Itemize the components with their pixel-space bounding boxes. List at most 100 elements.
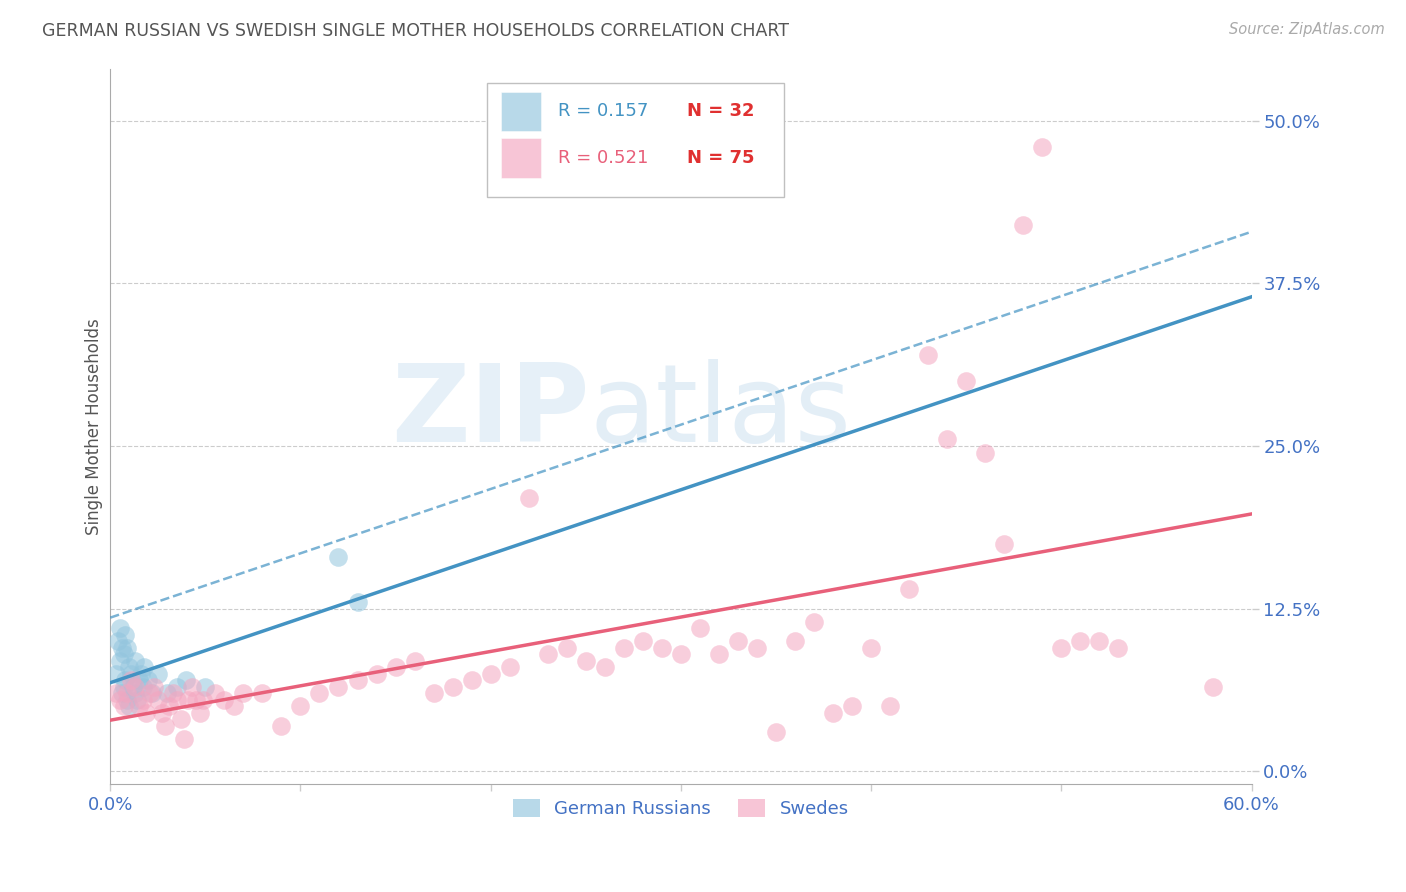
Point <box>104 686 127 700</box>
Point <box>537 647 560 661</box>
Point <box>135 706 157 720</box>
Point <box>139 686 162 700</box>
Point <box>479 666 502 681</box>
Point <box>117 693 139 707</box>
Y-axis label: Single Mother Households: Single Mother Households <box>86 318 103 535</box>
Point <box>124 680 146 694</box>
Point <box>124 654 146 668</box>
Point <box>974 445 997 459</box>
Point <box>783 634 806 648</box>
Point <box>214 693 236 707</box>
Point <box>125 693 148 707</box>
Point <box>134 660 156 674</box>
Point <box>917 348 939 362</box>
Point <box>384 660 406 674</box>
Text: atlas: atlas <box>589 359 852 465</box>
Text: N = 32: N = 32 <box>686 103 754 120</box>
Point <box>124 686 146 700</box>
FancyBboxPatch shape <box>486 83 783 197</box>
Point <box>108 693 131 707</box>
Point <box>129 666 152 681</box>
Point <box>669 647 692 661</box>
FancyBboxPatch shape <box>501 92 540 131</box>
Point <box>177 693 200 707</box>
Point <box>441 680 464 694</box>
Text: R = 0.521: R = 0.521 <box>558 149 648 167</box>
Point <box>745 640 768 655</box>
Point <box>821 706 844 720</box>
Point <box>112 680 135 694</box>
Point <box>555 640 578 655</box>
Point <box>1107 640 1129 655</box>
Point <box>173 731 195 746</box>
Point <box>727 634 749 648</box>
Point <box>156 686 179 700</box>
Point <box>1202 680 1225 694</box>
Point <box>204 686 226 700</box>
Point <box>155 719 177 733</box>
Text: N = 75: N = 75 <box>686 149 754 167</box>
Point <box>194 680 217 694</box>
Point <box>141 686 163 700</box>
Point <box>803 615 825 629</box>
Point <box>181 680 204 694</box>
Point <box>860 640 883 655</box>
Point <box>232 686 254 700</box>
Point <box>422 686 444 700</box>
Point <box>184 693 207 707</box>
Point <box>146 666 169 681</box>
Point <box>166 693 188 707</box>
Text: R = 0.157: R = 0.157 <box>558 103 648 120</box>
Point <box>290 699 312 714</box>
Point <box>108 654 131 668</box>
FancyBboxPatch shape <box>501 138 540 178</box>
Point <box>128 699 150 714</box>
Point <box>1050 640 1073 655</box>
Point <box>1031 139 1053 153</box>
Point <box>404 654 426 668</box>
Point <box>157 699 180 714</box>
Point <box>150 706 173 720</box>
Point <box>104 666 127 681</box>
Point <box>1012 218 1035 232</box>
Point <box>136 673 159 688</box>
Point <box>112 699 135 714</box>
Point <box>111 686 134 700</box>
Point <box>841 699 863 714</box>
Point <box>107 634 129 648</box>
Point <box>114 628 136 642</box>
Point <box>1069 634 1091 648</box>
Point <box>108 621 131 635</box>
Point <box>346 595 368 609</box>
Point <box>631 634 654 648</box>
Point <box>193 693 215 707</box>
Point <box>328 549 350 564</box>
Point <box>118 660 141 674</box>
Text: Source: ZipAtlas.com: Source: ZipAtlas.com <box>1229 22 1385 37</box>
Point <box>112 647 135 661</box>
Point <box>143 680 166 694</box>
Text: GERMAN RUSSIAN VS SWEDISH SINGLE MOTHER HOUSEHOLDS CORRELATION CHART: GERMAN RUSSIAN VS SWEDISH SINGLE MOTHER … <box>42 22 789 40</box>
Point <box>613 640 636 655</box>
Point <box>955 374 977 388</box>
Point <box>118 699 141 714</box>
Point <box>131 693 153 707</box>
Point <box>689 621 711 635</box>
Point <box>651 640 673 655</box>
Point <box>188 706 211 720</box>
Point <box>162 686 184 700</box>
Point <box>114 673 136 688</box>
Point <box>575 654 598 668</box>
Point <box>222 699 245 714</box>
Point <box>176 673 198 688</box>
Point <box>593 660 616 674</box>
Point <box>879 699 901 714</box>
Point <box>111 640 134 655</box>
Point <box>169 712 191 726</box>
Point <box>117 686 139 700</box>
Point <box>120 666 142 681</box>
Point <box>117 640 139 655</box>
Point <box>128 673 150 688</box>
Point <box>765 725 787 739</box>
Legend: German Russians, Swedes: German Russians, Swedes <box>506 792 856 825</box>
